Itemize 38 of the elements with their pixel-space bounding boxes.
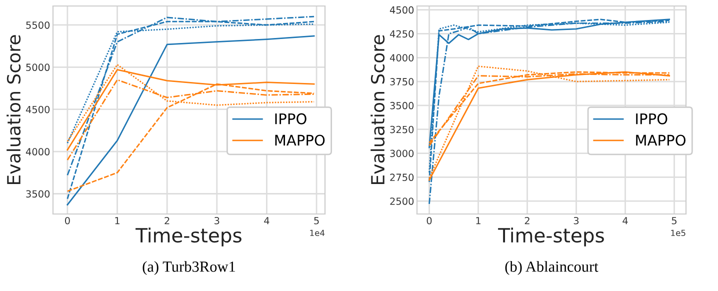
x-tick-label: 5 — [672, 217, 676, 224]
x-tick-label: 1 — [476, 217, 480, 224]
x-tick-label: 5 — [314, 217, 319, 224]
y-tick-label: 2500 — [390, 198, 414, 205]
y-tick-label: 3250 — [390, 126, 414, 134]
x-tick-label: 4 — [622, 217, 628, 224]
y-tick-label: 4500 — [26, 106, 50, 114]
x-tick-label: 4 — [264, 217, 270, 224]
legend-label: IPPO — [636, 113, 668, 124]
legend-label: MAPPO — [636, 134, 686, 146]
x-tick-label: 2 — [164, 216, 170, 224]
x-tick-label: 0 — [64, 216, 70, 224]
y-tick-label: 5500 — [26, 21, 50, 29]
y-tick-label: 4000 — [390, 54, 414, 62]
x-tick-label: 0 — [426, 216, 432, 224]
y-tick-label: 4000 — [26, 148, 50, 156]
text: 1e5 — [671, 230, 686, 236]
y-tick-label: 4500 — [390, 6, 414, 14]
text: (b) Ablaincourt — [505, 261, 598, 275]
y-tick-label: 2750 — [390, 174, 414, 182]
x-axis-title: Time-steps — [498, 228, 604, 246]
y-tick-label: 3000 — [390, 150, 414, 158]
legend-label: MAPPO — [275, 134, 325, 146]
y-tick-label: 4250 — [390, 30, 414, 38]
y-tick-label: 5000 — [26, 64, 50, 72]
x-axis-title: Time-steps — [136, 228, 242, 246]
text: 1e4 — [310, 230, 325, 236]
y-tick-label: 3750 — [390, 78, 414, 86]
x-tick-label: 1 — [115, 217, 120, 224]
y-axis-title: Evaluation Score — [370, 35, 385, 184]
x-tick-label: 3 — [214, 216, 220, 224]
x-tick-label: 2 — [524, 216, 530, 224]
y-tick-label: 3500 — [390, 102, 414, 110]
y-tick-label: 3500 — [26, 190, 50, 198]
y-axis-title: Evaluation Score — [6, 35, 21, 184]
x-tick-label: 3 — [574, 216, 579, 224]
text: (a) Turb3Row1 — [142, 261, 235, 275]
legend-label: IPPO — [275, 113, 306, 124]
